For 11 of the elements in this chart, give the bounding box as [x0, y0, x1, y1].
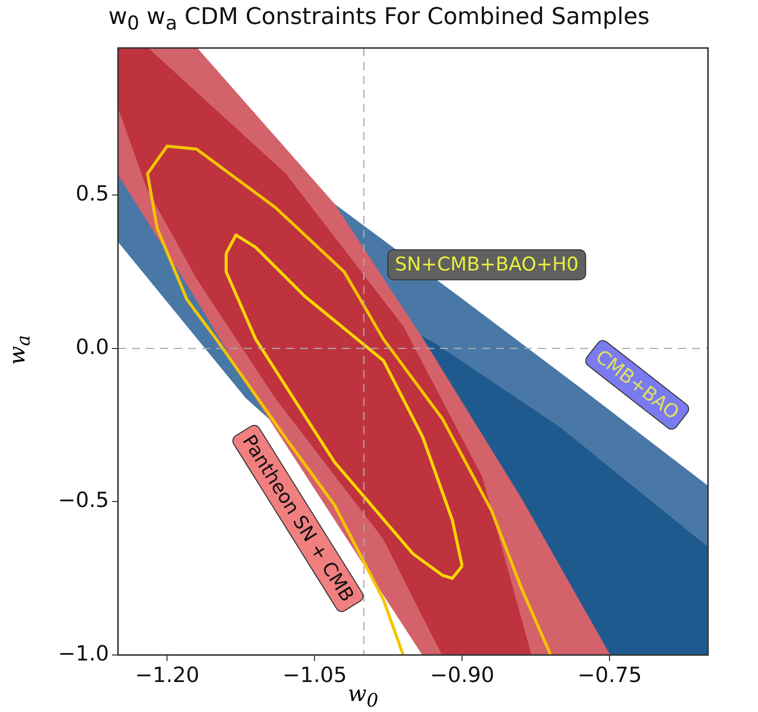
y-tick-label: −0.5: [58, 488, 109, 512]
y-tick-label: 0.0: [76, 334, 109, 359]
x-tick-label: −1.20: [134, 663, 200, 688]
y-tick-label: 0.5: [76, 182, 109, 206]
chart-title: w$_{0}$ w$_{a}$ CDM Constraints For Combined Samples: [107, 4, 651, 35]
x-tick-label: −1.05: [282, 663, 347, 688]
x-axis-title: w$_{0}$: [348, 682, 378, 712]
annotation: SN+CMB+BAO+H0: [394, 254, 579, 276]
x-tick-label: −0.75: [577, 663, 642, 688]
y-tick-label: −1.0: [58, 641, 109, 666]
x-tick-label: −0.90: [430, 663, 494, 688]
